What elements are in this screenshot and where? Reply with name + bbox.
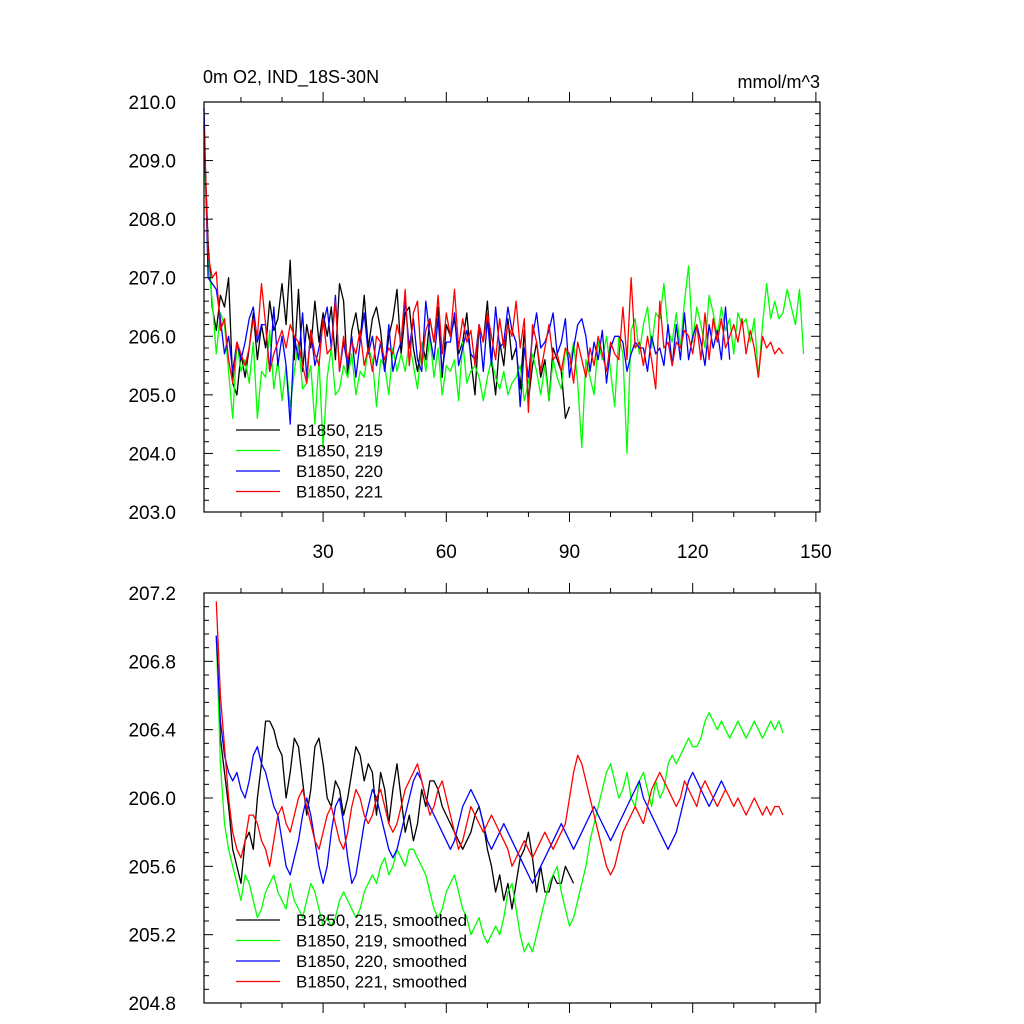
- bottom-series-line-2: [215, 635, 727, 885]
- bottom-ytick-label: 207.2: [128, 584, 176, 605]
- top-series-line-0: [203, 131, 571, 419]
- top-xtick-label: 30: [313, 542, 334, 563]
- top-legend-label-1: B1850, 219: [296, 442, 383, 461]
- bottom-ytick-label: 206.0: [128, 789, 176, 810]
- bottom-legend-label-1: B1850, 219, smoothed: [296, 932, 467, 951]
- top-series-line-3: [203, 125, 784, 414]
- bottom-series-line-1: [215, 635, 784, 953]
- top-ytick-label: 205.0: [128, 386, 176, 407]
- top-legend-label-2: B1850, 220: [296, 462, 383, 481]
- top-ytick-label: 207.0: [128, 269, 176, 290]
- bottom-ytick-label: 205.6: [128, 857, 176, 878]
- bottom-ytick-label: 206.4: [128, 721, 176, 742]
- bottom-ytick-label: 204.8: [128, 994, 176, 1015]
- top-xtick-label: 120: [677, 542, 709, 563]
- bottom-legend-label-3: B1850, 221, smoothed: [296, 973, 467, 992]
- top-ytick-label: 208.0: [128, 210, 176, 231]
- top-ytick-label: 209.0: [128, 152, 176, 173]
- top-legend-label-0: B1850, 215: [296, 421, 383, 440]
- top-xtick-label: 150: [800, 542, 832, 563]
- top-xtick-label: 60: [436, 542, 457, 563]
- top-ytick-label: 203.0: [128, 503, 176, 524]
- top-series-line-2: [203, 107, 731, 425]
- top-ytick-label: 210.0: [128, 93, 176, 114]
- bottom-legend-label-0: B1850, 215, smoothed: [296, 911, 467, 930]
- bottom-ytick-label: 206.8: [128, 652, 176, 673]
- bottom-panel: 204.8 205.2 205.6 206.0 206.4 206.8 207.2 B1850…: [128, 583, 821, 1015]
- top-panel-units: mmol/m^3: [738, 72, 820, 92]
- bottom-legend-label-2: B1850, 220, smoothed: [296, 952, 467, 971]
- top-ytick-label: 206.0: [128, 327, 176, 348]
- top-panel-title: 0m O2, IND_18S-30N: [203, 67, 379, 88]
- bottom-series-line-3: [215, 601, 784, 876]
- top-xtick-label: 90: [559, 542, 580, 563]
- top-plot-frame: [203, 101, 821, 513]
- top-series-line-1: [203, 142, 805, 455]
- top-ytick-label: 204.0: [128, 444, 176, 465]
- top-panel: 0m O2, IND_18S-30N mmol/m^3 203.0 204.0 20…: [128, 67, 831, 563]
- top-legend-label-3: B1850, 221: [296, 483, 383, 502]
- bottom-ytick-label: 205.2: [128, 926, 176, 947]
- bottom-series-line-0: [215, 635, 575, 910]
